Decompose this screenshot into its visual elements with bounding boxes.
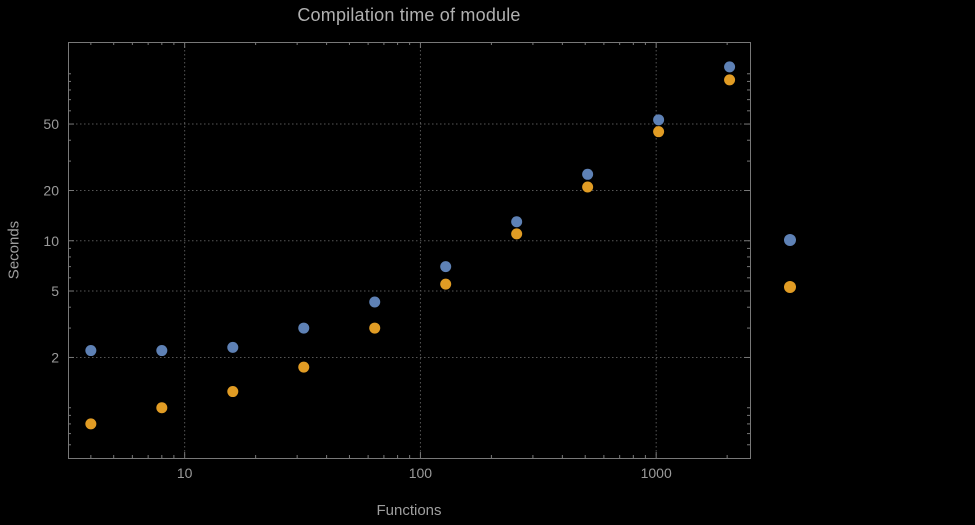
data-point-blue (440, 261, 452, 273)
data-point-orange (298, 361, 310, 373)
legend-marker-orange (784, 281, 796, 293)
data-point-blue (653, 114, 665, 126)
y-axis-label: Seconds (5, 220, 23, 280)
y-tick-label: 2 (51, 349, 59, 365)
legend-marker-blue (784, 234, 796, 246)
y-tick-label: 5 (51, 283, 59, 299)
data-point-blue (156, 345, 168, 357)
chart-title: Compilation time of module (297, 5, 521, 25)
data-point-blue (511, 216, 523, 228)
x-tick-label: 100 (409, 465, 433, 481)
data-point-orange (85, 418, 97, 430)
data-point-orange (582, 181, 594, 193)
data-point-blue (582, 168, 594, 180)
data-point-orange (440, 278, 452, 290)
data-point-blue (227, 341, 239, 353)
data-point-blue (369, 296, 381, 308)
data-point-orange (369, 322, 381, 334)
data-point-blue (298, 322, 310, 334)
y-tick-label: 10 (43, 233, 59, 249)
x-tick-label: 10 (177, 465, 193, 481)
data-point-orange (511, 228, 523, 240)
plot-frame (68, 42, 751, 459)
data-point-orange (653, 126, 665, 138)
data-point-orange (227, 386, 239, 398)
data-point-orange (724, 74, 736, 86)
x-axis-label: Functions (376, 502, 442, 519)
data-point-blue (85, 345, 97, 357)
y-tick-label: 50 (43, 116, 59, 132)
data-point-blue (724, 61, 736, 73)
x-tick-label: 1000 (641, 465, 672, 481)
data-point-orange (156, 402, 168, 414)
y-tick-label: 20 (43, 182, 59, 198)
